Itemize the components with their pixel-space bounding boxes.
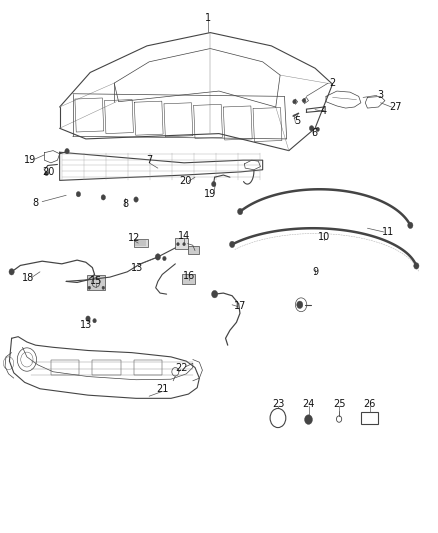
Bar [134,360,162,375]
Text: 17: 17 [234,301,246,311]
Text: 1: 1 [205,13,211,23]
Circle shape [309,126,314,131]
Text: 22: 22 [176,362,188,373]
Circle shape [183,243,185,246]
Circle shape [93,319,96,323]
Text: 25: 25 [333,399,345,409]
Text: 13: 13 [131,263,143,272]
Circle shape [162,256,166,261]
Text: 21: 21 [156,384,169,394]
Text: 14: 14 [178,231,190,241]
Text: 13: 13 [80,320,92,330]
Circle shape [45,171,48,175]
Text: 2: 2 [329,78,336,88]
Text: 9: 9 [312,267,318,277]
Circle shape [212,181,216,187]
Circle shape [177,243,179,246]
Circle shape [76,191,81,197]
Text: 20: 20 [179,176,191,187]
Circle shape [101,195,106,200]
Circle shape [65,149,69,154]
Text: 7: 7 [146,155,152,165]
Bar [361,412,378,424]
Circle shape [297,301,303,309]
Bar [87,275,105,290]
Text: 26: 26 [364,399,376,409]
Text: 10: 10 [318,232,330,243]
Bar [175,238,187,249]
Circle shape [293,100,296,104]
Circle shape [212,290,218,298]
Text: 3: 3 [378,90,384,100]
Circle shape [408,222,413,229]
Circle shape [155,254,160,260]
Circle shape [86,316,90,321]
Text: 12: 12 [127,233,140,244]
Text: 18: 18 [21,273,34,283]
Circle shape [230,241,235,248]
Bar [188,246,199,254]
Bar [51,360,79,375]
Circle shape [102,286,105,289]
Circle shape [302,99,306,103]
Text: 5: 5 [294,116,301,126]
Bar [134,239,148,247]
Bar [182,274,195,284]
Text: 4: 4 [321,106,327,116]
Text: 27: 27 [389,102,402,112]
Circle shape [237,208,243,215]
Text: 19: 19 [204,189,216,199]
Circle shape [304,415,312,424]
Text: 20: 20 [42,167,55,177]
Text: 8: 8 [32,198,39,208]
Circle shape [88,286,91,289]
Text: 6: 6 [311,127,317,138]
Circle shape [9,269,14,275]
Text: 11: 11 [382,227,394,237]
Circle shape [134,197,138,202]
Text: 24: 24 [302,399,314,409]
Circle shape [316,127,319,132]
Text: 8: 8 [122,199,128,209]
Text: 19: 19 [24,155,36,165]
Text: 23: 23 [272,399,284,409]
Circle shape [414,263,419,269]
Text: 15: 15 [90,277,102,286]
Text: 16: 16 [183,271,195,280]
Bar [92,360,121,375]
